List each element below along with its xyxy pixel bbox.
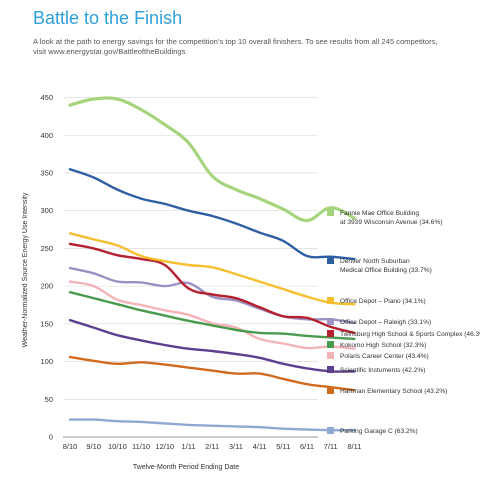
y-tick-label: 450 [40, 93, 53, 102]
x-tick-label: 6/11 [300, 442, 314, 451]
y-tick-label: 250 [40, 244, 53, 253]
series-line [68, 96, 356, 223]
legend-label: at 3939 Wisconsin Avenue (34.6%) [340, 219, 443, 226]
series-line [68, 418, 356, 432]
legend-label: Parking Garage C (63.2%) [340, 428, 418, 435]
legend-label: Scientific Instuments (42.2%) [340, 367, 425, 374]
legend-swatch [327, 387, 334, 394]
legend-label: Fannie Mae Office Building [340, 210, 419, 217]
legend-label: Office Depot – Plano (34.1%) [340, 298, 426, 305]
x-tick-label: 3/11 [229, 442, 243, 451]
legend-swatch [327, 330, 334, 337]
y-tick-label: 350 [40, 168, 53, 177]
chart-subtitle: A look at the path to energy savings for… [33, 37, 463, 57]
legend-swatch [327, 257, 334, 264]
x-tick-label: 8/11 [347, 442, 361, 451]
x-tick-label: 2/11 [205, 442, 219, 451]
gridlines [63, 97, 318, 438]
x-tick-label: 5/11 [276, 442, 290, 451]
y-tick-label: 150 [40, 319, 53, 328]
x-tick-label: 7/11 [324, 442, 338, 451]
x-axis-ticks: 8/10 9/10 10/10 11/10 12/10 1/11 2/11 3/11 4/11 5… [63, 442, 362, 451]
legend-label: Kokomo High School (32.3%) [340, 342, 427, 349]
legend-label: Hartman Elementary School (43.2%) [340, 388, 447, 395]
y-tick-label: 100 [40, 357, 53, 366]
y-tick-label: 50 [45, 395, 53, 404]
x-axis-label: Twelve-Month Period Ending Date [133, 464, 239, 471]
x-tick-label: 12/10 [155, 442, 174, 451]
legend-label: Denver North Suburban [340, 258, 410, 265]
series-line [68, 232, 356, 306]
y-axis-label: Weather-Normalized Source Energy Use Int… [22, 192, 29, 347]
subtitle-line-2: visit www.energystar.gov/BattleoftheBuil… [33, 47, 186, 56]
series-line [68, 318, 356, 373]
legend-swatch [327, 366, 334, 373]
y-tick-label: 200 [40, 282, 53, 291]
x-tick-label: 9/10 [86, 442, 101, 451]
chart-title: Battle to the Finish [33, 8, 183, 28]
legend-swatch [327, 352, 334, 359]
legend-swatch [327, 209, 334, 216]
series-line [68, 355, 356, 392]
legend-label: Polaris Career Center (43.4%) [340, 353, 429, 360]
subtitle-line-1: A look at the path to energy savings for… [33, 37, 438, 46]
legend-label: Office Depot – Raleigh (33.1%) [340, 319, 431, 326]
legend-label: Medical Office Building (33.7%) [340, 267, 432, 274]
series-lines [68, 96, 356, 432]
legend-swatch [327, 297, 334, 304]
y-tick-label: 0 [49, 433, 53, 442]
series-line [68, 280, 356, 350]
series-line [68, 291, 356, 341]
x-tick-label: 4/11 [253, 442, 267, 451]
legend-label: Twinsburg High School & Sports Complex (… [340, 331, 480, 338]
x-tick-label: 1/11 [181, 442, 195, 451]
x-tick-label: 11/10 [132, 442, 150, 451]
series-line [68, 266, 356, 325]
legend-swatch [327, 427, 334, 434]
legend: Fannie Mae Office Building at 3939 Wiscon… [327, 209, 480, 435]
series-line [68, 242, 356, 335]
y-tick-label: 400 [40, 131, 53, 140]
x-tick-label: 10/10 [108, 442, 127, 451]
series-line [68, 168, 356, 261]
y-axis-ticks: 0 50 100 150 200 250 300 350 400 450 [40, 93, 53, 441]
y-tick-label: 300 [40, 206, 53, 215]
legend-swatch [327, 341, 334, 348]
x-tick-label: 8/10 [63, 442, 78, 451]
legend-swatch [327, 318, 334, 325]
